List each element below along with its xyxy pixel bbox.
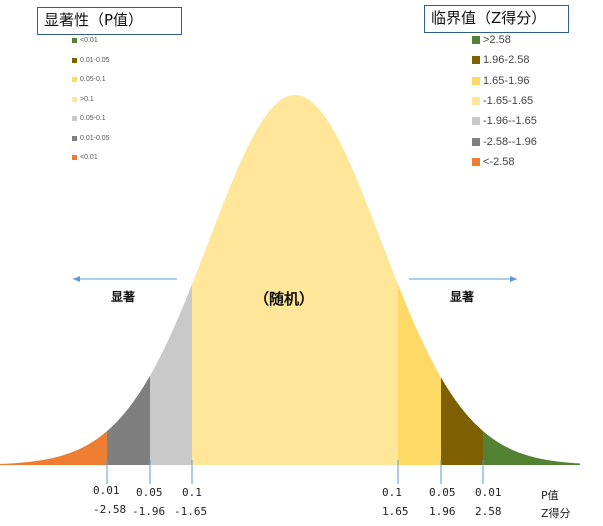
legend-label: 0.01-0.05	[80, 134, 110, 142]
z-legend-item: 1.96-2.58	[472, 54, 529, 66]
legend-label: <-2.58	[483, 155, 515, 168]
arrow-icon	[409, 276, 517, 282]
z-tick-label: -2.58	[93, 503, 127, 516]
z-tick-label: 1.65	[382, 505, 409, 518]
p-tick-label: 0.1	[382, 486, 402, 499]
z-legend-item: -2.58--1.96	[472, 136, 537, 148]
left-significant-label: 显著	[111, 290, 136, 304]
p-legend-item: 0.01-0.05	[72, 57, 110, 64]
legend-label: -1.65-1.65	[483, 94, 534, 107]
color-swatch-icon	[472, 76, 480, 85]
p-legend-item: <0.01	[72, 37, 98, 44]
color-swatch-icon	[72, 116, 77, 121]
legend-label: <0.01	[80, 154, 98, 161]
color-swatch-icon	[72, 135, 77, 141]
right-significant-label: 显著	[450, 290, 475, 304]
z-tick-label: 2.58	[475, 505, 502, 518]
color-swatch-icon	[472, 117, 480, 126]
legend-label: 0.05-0.1	[80, 115, 106, 122]
color-swatch-icon	[72, 155, 77, 160]
legend-label: >0.1	[80, 95, 94, 103]
legend-label: >2.58	[483, 34, 511, 46]
z-legend-item: <-2.58	[472, 156, 515, 168]
legend-label: 0.01-0.05	[80, 56, 110, 64]
p-tick-label: 0.05	[136, 486, 163, 499]
p-legend-title: 显著性（P值）	[37, 7, 182, 35]
curve-region	[107, 375, 150, 465]
p-tick-label: 0.01	[93, 484, 120, 497]
legend-label: -2.58--1.96	[483, 135, 537, 148]
random-label: （随机）	[254, 290, 315, 308]
curve-region	[398, 284, 441, 465]
legend-label: <0.01	[80, 37, 98, 44]
color-swatch-icon	[72, 77, 77, 82]
color-swatch-icon	[472, 157, 480, 166]
legend-label: 0.05-0.1	[80, 76, 106, 83]
p-legend-item: <0.01	[72, 154, 98, 161]
curve-region	[150, 284, 192, 465]
legend-label: 1.96-2.58	[483, 54, 530, 67]
p-tick-label: 0.01	[475, 486, 502, 499]
legend-label: 1.65-1.96	[483, 74, 530, 87]
color-swatch-icon	[72, 38, 77, 43]
z-tick-label: -1.65	[174, 505, 208, 518]
p-legend-item: >0.1	[72, 96, 94, 103]
p-tick-label: 0.05	[429, 486, 456, 499]
z-legend-item: -1.65-1.65	[472, 95, 533, 107]
color-swatch-icon	[472, 36, 480, 44]
p-tick-label: 0.1	[182, 486, 202, 499]
z-legend-item: 1.65-1.96	[472, 75, 529, 87]
p-axis-label: P值	[541, 489, 559, 502]
legend-label: -1.96--1.65	[483, 115, 537, 128]
z-tick-label: -1.96	[132, 505, 166, 518]
color-swatch-icon	[472, 56, 480, 65]
p-legend-item: 0.01-0.05	[72, 135, 110, 142]
curve-region	[0, 431, 107, 465]
z-legend-title: 临界值（Z得分）	[424, 5, 569, 33]
curve-region	[192, 95, 398, 465]
arrow-icon	[73, 276, 177, 282]
z-axis-label: Z得分	[541, 507, 571, 520]
p-legend-item: 0.05-0.1	[72, 76, 106, 83]
z-legend-item: -1.96--1.65	[472, 115, 537, 127]
curve-region	[483, 431, 580, 465]
z-tick-label: 1.96	[429, 505, 456, 518]
color-swatch-icon	[72, 96, 77, 102]
curve-region	[441, 377, 483, 465]
z-legend-item: >2.58	[472, 34, 511, 46]
color-swatch-icon	[72, 57, 77, 63]
color-swatch-icon	[472, 96, 480, 105]
p-legend-item: 0.05-0.1	[72, 115, 106, 122]
color-swatch-icon	[472, 137, 480, 146]
